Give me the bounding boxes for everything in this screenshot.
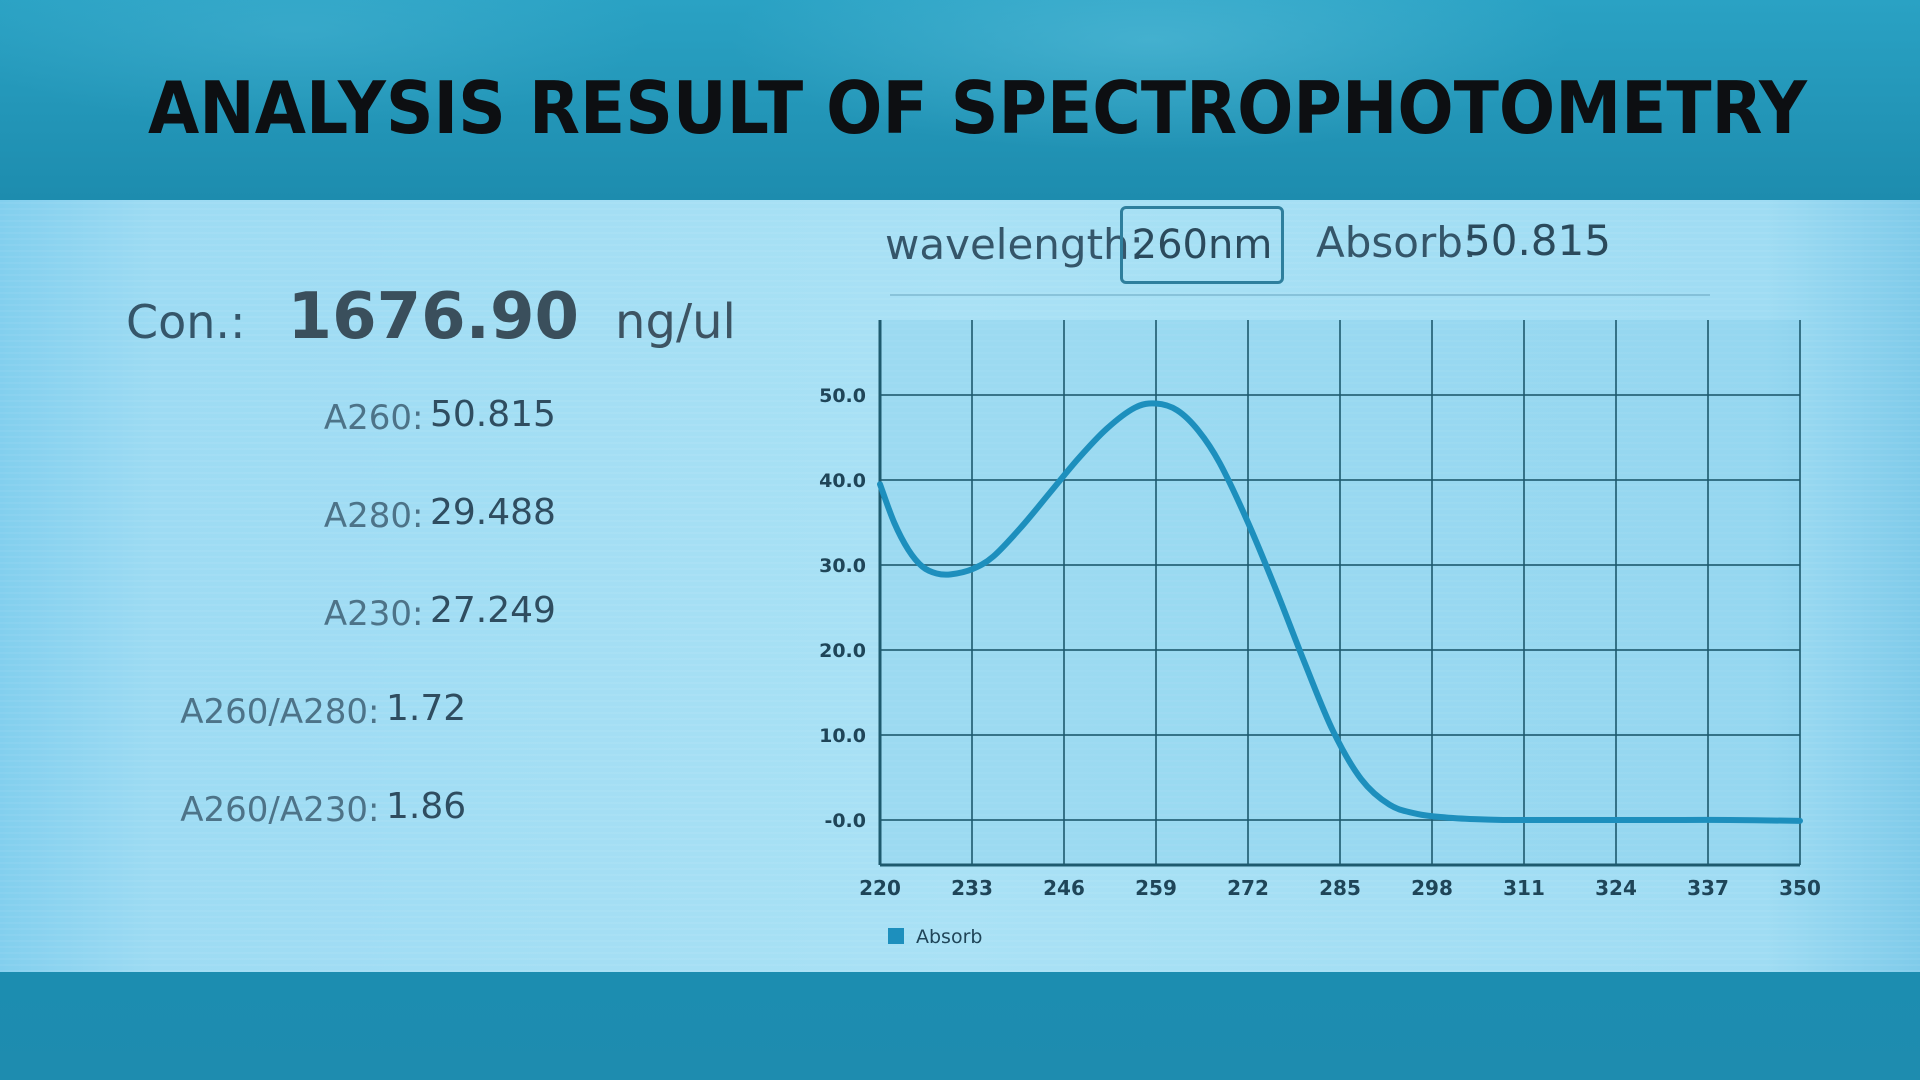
measurement-row-a260-a230: A260/A230 : 1.86 — [176, 782, 596, 838]
y-tick-label: 40.0 — [819, 470, 866, 492]
wavelength-value: 260nm — [1131, 222, 1273, 268]
y-tick-label: 50.0 — [819, 385, 866, 407]
footer-band — [0, 972, 1920, 1080]
measurement-separator: : — [412, 496, 424, 536]
y-tick-label: 10.0 — [819, 725, 866, 747]
measurement-label: A260/A280 — [180, 692, 368, 732]
measurement-value: 27.249 — [430, 590, 556, 631]
title-banner: ANALYSIS RESULT OF SPECTROPHOTOMETRY — [0, 0, 1920, 200]
measurement-separator: : — [368, 790, 380, 830]
concentration-label: Con.: — [126, 295, 246, 349]
wavelength-label: wavelength: — [885, 220, 1144, 269]
measurement-separator: : — [368, 692, 380, 732]
measurement-label: A260/A230 — [180, 790, 368, 830]
x-tick-label: 220 — [859, 876, 901, 900]
measurement-value: 1.86 — [386, 786, 467, 827]
x-tick-label: 272 — [1227, 876, 1269, 900]
concentration-value: 1676.90 — [287, 280, 580, 354]
spectrum-panel: wavelength: 260nm Absorb: 50.815 220 233 2… — [780, 200, 1830, 972]
measurement-row-a260: A260 : 50.815 — [220, 390, 640, 446]
x-tick-label: 324 — [1595, 876, 1637, 900]
concentration-unit: ng/ul — [615, 294, 736, 350]
x-tick-label: 246 — [1043, 876, 1085, 900]
measurement-row-a260-a280: A260/A280 : 1.72 — [176, 684, 596, 740]
legend-swatch — [888, 928, 904, 944]
measurement-row-a280: A280 : 29.488 — [220, 488, 640, 544]
x-tick-label: 285 — [1319, 876, 1361, 900]
x-tick-label: 311 — [1503, 876, 1545, 900]
page-title: ANALYSIS RESULT OF SPECTROPHOTOMETRY — [148, 66, 1807, 150]
absorbance-spectrum-chart: 220 233 246 259 272 285 298 311 324 337 350 50.0 40.… — [819, 320, 1821, 948]
measurement-label: A230 — [323, 594, 412, 634]
absorb-label: Absorb: — [1316, 218, 1478, 267]
measurement-value: 1.72 — [386, 688, 467, 729]
x-tick-label: 233 — [951, 876, 993, 900]
x-tick-label: 337 — [1687, 876, 1729, 900]
y-tick-label: -0.0 — [824, 810, 866, 832]
y-tick-label: 20.0 — [819, 640, 866, 662]
series-line-absorb — [877, 400, 1803, 824]
header-divider — [890, 294, 1710, 296]
legend-label: Absorb — [916, 926, 982, 948]
measurement-separator: : — [412, 594, 424, 634]
measurement-label: A280 — [323, 496, 412, 536]
readout-panel: Con.: 1676.90 ng/ul A260 : 50.815 A280 : 2… — [120, 240, 760, 940]
measurement-value: 50.815 — [430, 394, 556, 435]
x-tick-label: 259 — [1135, 876, 1177, 900]
absorb-value: 50.815 — [1464, 216, 1611, 265]
measurement-label: A260 — [323, 398, 412, 438]
instrument-screen: Con.: 1676.90 ng/ul A260 : 50.815 A280 : 2… — [0, 200, 1920, 972]
x-tick-label: 298 — [1411, 876, 1453, 900]
measurement-row-a230: A230 : 27.249 — [220, 586, 640, 642]
measurement-separator: : — [412, 398, 424, 438]
wavelength-field[interactable]: 260nm — [1120, 206, 1284, 284]
concentration-row: Con.: 1676.90 ng/ul — [126, 280, 736, 354]
x-tick-label: 350 — [1779, 876, 1821, 900]
measurement-value: 29.488 — [430, 492, 556, 533]
y-tick-label: 30.0 — [819, 555, 866, 577]
